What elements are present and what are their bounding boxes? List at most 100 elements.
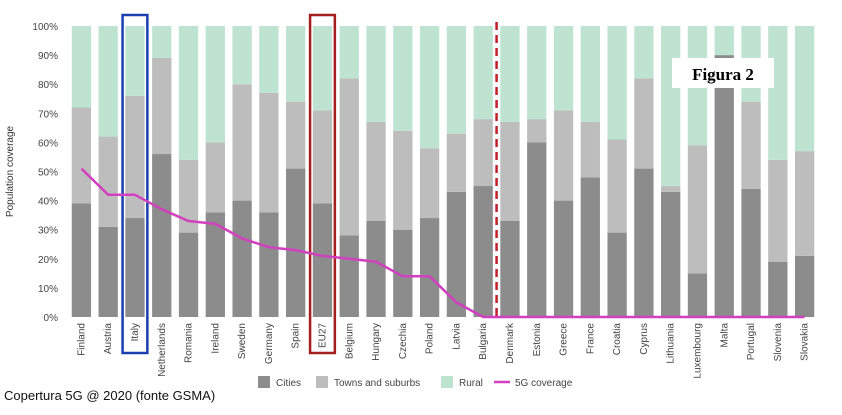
x-tick-label-luxembourg: Luxembourg xyxy=(692,323,703,379)
bar-rural-cyprus xyxy=(634,26,654,79)
x-tick-label-croatia: Croatia xyxy=(612,323,623,356)
annotation-box xyxy=(672,58,774,88)
x-tick-label-malta: Malta xyxy=(719,323,730,348)
bar-rural-austria xyxy=(98,26,118,137)
bar-cities-finland xyxy=(71,203,92,317)
bar-rural-greece xyxy=(553,26,574,111)
x-tick-label-portugal: Portugal xyxy=(746,323,757,360)
bar-rural-netherlands xyxy=(152,26,172,59)
x-tick-label-ireland: Ireland xyxy=(210,323,221,354)
bar-towns-and-suburbs-sweden xyxy=(232,84,252,201)
bar-rural-romania xyxy=(178,26,199,160)
bar-rural-lithuania xyxy=(661,26,681,187)
bar-cities-italy xyxy=(125,218,145,317)
bar-rural-finland xyxy=(71,26,92,108)
bar-towns-and-suburbs-croatia xyxy=(607,139,627,233)
y-tick-label: 70% xyxy=(38,109,58,120)
bar-cities-austria xyxy=(98,226,118,317)
x-tick-label-romania: Romania xyxy=(184,323,195,363)
bar-rural-slovakia xyxy=(794,26,815,152)
x-tick-label-austria: Austria xyxy=(103,323,114,355)
y-axis-label: Population coverage xyxy=(5,125,16,217)
legend-swatch-cities xyxy=(258,376,270,388)
y-tick-label: 10% xyxy=(38,284,58,295)
bar-rural-spain xyxy=(286,26,306,102)
x-tick-label-latvia: Latvia xyxy=(451,323,462,350)
bar-towns-and-suburbs-portugal xyxy=(741,101,761,189)
bar-cities-ireland xyxy=(205,212,225,317)
bar-rural-malta xyxy=(714,26,734,56)
5g-coverage-line xyxy=(80,167,805,319)
x-tick-label-france: France xyxy=(585,323,596,355)
bar-rural-slovenia xyxy=(768,26,788,160)
bar-cities-slovakia xyxy=(794,255,815,317)
bar-cities-latvia xyxy=(446,191,467,317)
x-tick-label-spain: Spain xyxy=(291,323,302,349)
x-tick-label-italy: Italy xyxy=(130,323,141,341)
x-tick-label-bulgaria: Bulgaria xyxy=(478,323,489,360)
bar-rural-france xyxy=(580,26,600,123)
bar-towns-and-suburbs-france xyxy=(580,122,600,178)
y-tick-label: 80% xyxy=(38,80,58,91)
x-tick-label-cyprus: Cyprus xyxy=(639,323,650,355)
bar-towns-and-suburbs-spain xyxy=(286,101,306,169)
x-tick-label-denmark: Denmark xyxy=(505,322,516,364)
x-tick-label-netherlands: Netherlands xyxy=(157,323,168,377)
bar-rural-denmark xyxy=(500,26,520,123)
legend-label-5g-coverage: 5G coverage xyxy=(515,378,573,389)
bar-cities-cyprus xyxy=(634,168,654,317)
bar-cities-belgium xyxy=(339,235,359,317)
bar-towns-and-suburbs-luxembourg xyxy=(687,145,708,274)
bar-rural-latvia xyxy=(446,26,467,134)
bar-cities-sweden xyxy=(232,200,252,317)
bar-cities-portugal xyxy=(741,188,761,317)
bar-towns-and-suburbs-czechia xyxy=(393,130,413,230)
bar-rural-belgium xyxy=(339,26,359,79)
x-tick-label-estonia: Estonia xyxy=(532,323,543,357)
bar-cities-estonia xyxy=(527,142,547,317)
x-tick-label-hungary: Hungary xyxy=(371,323,382,361)
x-tick-label-belgium: Belgium xyxy=(344,323,355,359)
bar-towns-and-suburbs-lithuania xyxy=(661,186,681,192)
bar-rural-czechia xyxy=(393,26,413,131)
y-tick-label: 100% xyxy=(32,22,58,33)
bar-towns-and-suburbs-slovakia xyxy=(794,151,815,256)
y-tick-label: 40% xyxy=(38,197,58,208)
bar-cities-luxembourg xyxy=(687,273,708,317)
bar-rural-ireland xyxy=(205,26,225,143)
bar-rural-italy xyxy=(125,26,145,96)
bar-cities-czechia xyxy=(393,229,413,317)
bar-rural-eu27 xyxy=(312,26,333,111)
bar-towns-and-suburbs-poland xyxy=(419,148,440,219)
bars xyxy=(71,26,815,317)
x-tick-label-sweden: Sweden xyxy=(237,323,248,359)
y-tick-label: 50% xyxy=(38,168,58,179)
bar-cities-spain xyxy=(286,168,306,317)
bar-cities-france xyxy=(580,177,600,317)
x-tick-label-greece: Greece xyxy=(559,323,570,356)
bar-cities-malta xyxy=(714,55,734,317)
line-5g-coverage xyxy=(80,167,805,319)
x-tick-label-slovakia: Slovakia xyxy=(800,323,811,361)
bar-cities-poland xyxy=(419,218,440,317)
bar-cities-eu27 xyxy=(312,203,333,317)
legend-label-cities: Cities xyxy=(276,378,301,389)
x-tick-label-eu27: EU27 xyxy=(317,323,328,348)
y-tick-label: 0% xyxy=(44,313,59,324)
legend-swatch-towns-and-suburbs xyxy=(316,376,328,388)
bar-towns-and-suburbs-cyprus xyxy=(634,78,654,169)
bar-rural-poland xyxy=(419,26,440,149)
highlight-box-italy xyxy=(121,13,149,355)
bar-towns-and-suburbs-germany xyxy=(259,92,279,213)
bar-towns-and-suburbs-bulgaria xyxy=(473,119,493,187)
x-axis: Finland Austria Italy Netherlands Romania Ire… xyxy=(76,322,810,379)
bar-cities-romania xyxy=(178,232,199,317)
bar-towns-and-suburbs-hungary xyxy=(366,122,386,221)
bar-rural-croatia xyxy=(607,26,627,140)
y-axis: 0% 10% 20% 30% 40% 50% 60% 70% 80% 90% 100% Populat… xyxy=(5,22,58,324)
x-tick-label-finland: Finland xyxy=(76,323,87,356)
bar-cities-greece xyxy=(553,200,574,317)
bar-towns-and-suburbs-netherlands xyxy=(152,58,172,155)
legend-label-towns-and-suburbs: Towns and suburbs xyxy=(334,378,420,389)
bar-rural-hungary xyxy=(366,26,386,123)
